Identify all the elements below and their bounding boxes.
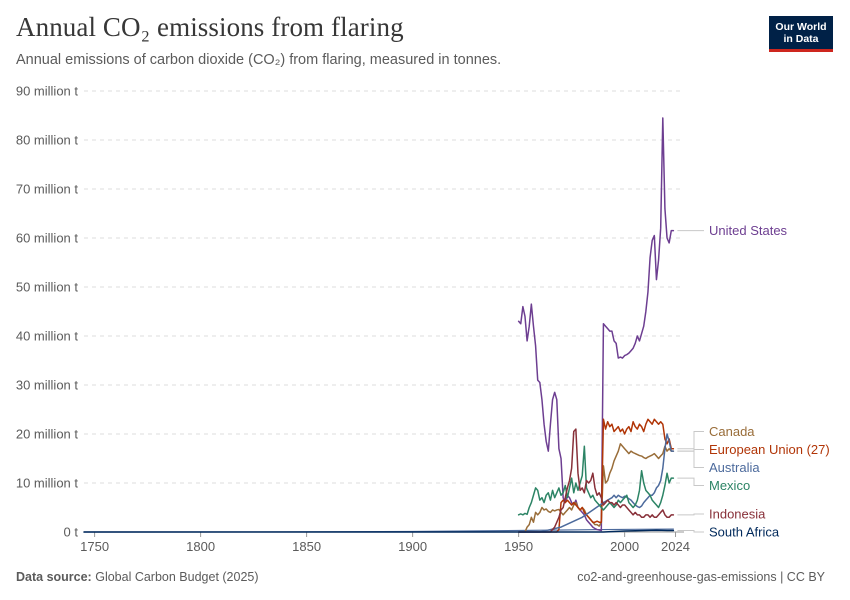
series-line-south-africa[interactable] — [83, 529, 675, 533]
y-tick-label: 0 t — [64, 525, 79, 540]
chart-title: Annual CO₂ emissions from flaring — [16, 12, 404, 42]
label-connector — [677, 513, 704, 516]
logo-line-2: in Data — [783, 33, 819, 45]
series-line-united-states[interactable] — [517, 117, 675, 532]
label-connector — [677, 477, 704, 487]
series-line-mexico[interactable] — [517, 445, 675, 516]
y-tick-label: 50 million t — [16, 280, 79, 295]
series-label-indonesia[interactable]: Indonesia — [709, 507, 766, 522]
series-label-canada[interactable]: Canada — [709, 424, 755, 439]
chart-subtitle: Annual emissions of carbon dioxide (CO₂)… — [16, 52, 502, 68]
x-tick-label: 2000 — [610, 539, 639, 554]
x-tick-label: 1900 — [398, 539, 427, 554]
series-label-south-africa[interactable]: South Africa — [709, 525, 780, 540]
x-tick-label: 1950 — [504, 539, 533, 554]
x-tick-label: 1850 — [292, 539, 321, 554]
data-source-label: Data source: — [16, 570, 92, 584]
data-source: Data source: Global Carbon Budget (2025) — [16, 570, 259, 584]
footer-credit[interactable]: co2-and-greenhouse-gas-emissions | CC BY — [577, 570, 825, 584]
series-label-mexico[interactable]: Mexico — [709, 478, 750, 493]
y-tick-label: 60 million t — [16, 231, 79, 246]
x-tick-label: 1800 — [186, 539, 215, 554]
series-label-united-states[interactable]: United States — [709, 223, 788, 238]
y-tick-label: 20 million t — [16, 427, 79, 442]
series-line-indonesia[interactable] — [517, 428, 675, 533]
series-line-canada[interactable] — [517, 443, 675, 533]
label-connector — [677, 530, 704, 533]
y-tick-label: 70 million t — [16, 182, 79, 197]
x-tick-label: 2024 — [661, 539, 690, 554]
series-label-australia[interactable]: Australia — [709, 460, 760, 475]
y-tick-label: 80 million t — [16, 133, 79, 148]
owid-logo[interactable]: Our World in Data — [769, 16, 833, 52]
y-tick-label: 90 million t — [16, 84, 79, 99]
label-connector — [677, 450, 704, 469]
y-tick-label: 40 million t — [16, 329, 79, 344]
logo-line-1: Our World — [775, 21, 827, 33]
y-tick-label: 30 million t — [16, 378, 79, 393]
series-line-european-union-27[interactable] — [517, 418, 675, 533]
y-tick-label: 10 million t — [16, 476, 79, 491]
x-tick-label: 1750 — [80, 539, 109, 554]
data-source-link[interactable]: Global Carbon Budget (2025) — [95, 570, 259, 584]
series-label-european-union-27[interactable]: European Union (27) — [709, 442, 830, 457]
series-line-australia[interactable] — [517, 433, 675, 533]
label-connector — [677, 448, 704, 451]
